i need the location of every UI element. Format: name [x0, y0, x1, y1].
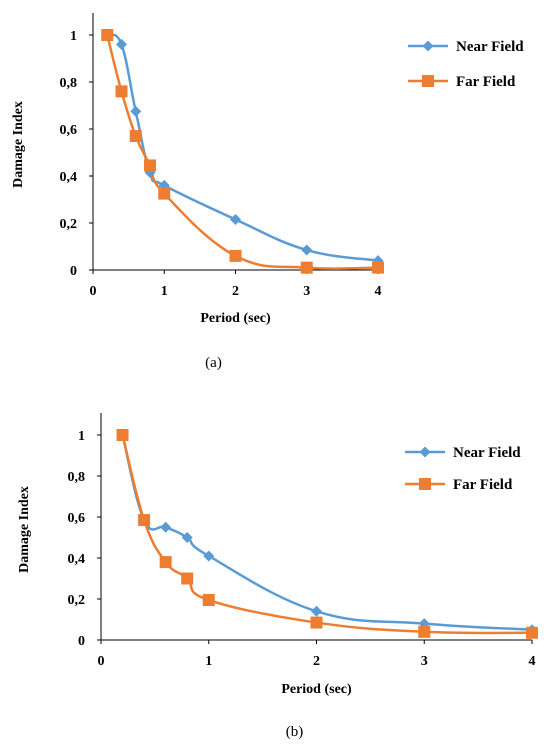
series-line-far-field	[121, 434, 533, 635]
data-point-near-field	[116, 38, 127, 50]
data-point-near-field	[230, 213, 241, 225]
data-point-far-field	[129, 130, 142, 143]
series-line-far-field	[106, 34, 379, 270]
y-tick-label: 1	[78, 429, 85, 444]
data-point-far-field	[138, 514, 151, 527]
data-point-far-field	[115, 85, 128, 98]
data-point-far-field	[372, 261, 384, 274]
figure-caption: (b)	[286, 724, 304, 740]
data-point-far-field	[202, 594, 215, 607]
data-point-far-field	[144, 159, 156, 172]
data-point-far-field	[158, 187, 171, 200]
data-point-far-field	[418, 625, 431, 638]
y-tick-label: 0,2	[68, 593, 86, 608]
x-axis-title: Period (sec)	[281, 682, 352, 697]
y-tick-label: 1	[70, 29, 77, 44]
y-tick-label: 0	[70, 264, 77, 279]
y-tick-label: 0,2	[60, 217, 78, 232]
data-point-near-field	[301, 244, 313, 256]
x-axis-title: Period (sec)	[200, 311, 271, 326]
x-tick-label: 4	[375, 284, 382, 299]
data-point-near-field	[160, 521, 172, 533]
y-tick-label: 0,4	[68, 552, 86, 567]
legend-marker	[419, 446, 431, 458]
x-tick-label: 4	[529, 654, 536, 669]
data-point-near-field	[311, 605, 322, 617]
x-tick-label: 2	[313, 654, 320, 669]
x-tick-label: 1	[161, 284, 168, 299]
chart-b: 0 0,2 0,4 0,6 0,8 1 0 1 2 3 4 Period (sec) Damage In…	[17, 413, 538, 740]
y-tick-label: 0	[78, 634, 85, 649]
y-tick-label: 0,6	[60, 123, 78, 138]
data-point-far-field	[116, 429, 129, 441]
legend-marker	[422, 40, 434, 52]
x-tick-label: 2	[232, 284, 239, 299]
data-point-far-field	[300, 261, 313, 274]
y-tick-label: 0,4	[60, 170, 78, 185]
y-axis-title: Damage Index	[11, 101, 26, 188]
chart-a: 0 0,2 0,4 0,6 0,8 1 0 1 2 3 4 Period (sec) Damage In…	[11, 13, 524, 371]
series-line-near-field	[121, 434, 533, 631]
x-tick-label: 0	[90, 284, 97, 299]
data-point-near-field	[181, 532, 193, 543]
data-point-far-field	[181, 572, 194, 585]
data-point-far-field	[159, 556, 172, 569]
legend-marker	[419, 478, 431, 490]
legend-label-near-field: Near Field	[456, 39, 524, 55]
legend-label-near-field: Near Field	[453, 445, 521, 461]
y-tick-label: 0,8	[68, 470, 86, 485]
series-line-near-field	[106, 33, 379, 262]
y-axis-title: Damage Index	[17, 486, 32, 573]
legend-label-far-field: Far Field	[453, 477, 513, 493]
legend-label-far-field: Far Field	[456, 74, 516, 90]
x-tick-label: 0	[98, 654, 105, 669]
x-tick-label: 1	[205, 654, 212, 669]
y-tick-label: 0,8	[60, 76, 78, 91]
data-point-far-field	[310, 616, 323, 629]
data-point-far-field	[229, 249, 242, 262]
x-tick-label: 3	[421, 654, 428, 669]
data-point-near-field	[130, 105, 142, 117]
x-tick-label: 3	[303, 284, 310, 299]
data-point-far-field	[526, 626, 538, 639]
data-point-far-field	[101, 29, 114, 41]
data-point-near-field	[203, 550, 215, 562]
figure-caption: (a)	[205, 355, 222, 371]
y-tick-label: 0,6	[68, 511, 86, 526]
legend-marker	[422, 75, 434, 87]
